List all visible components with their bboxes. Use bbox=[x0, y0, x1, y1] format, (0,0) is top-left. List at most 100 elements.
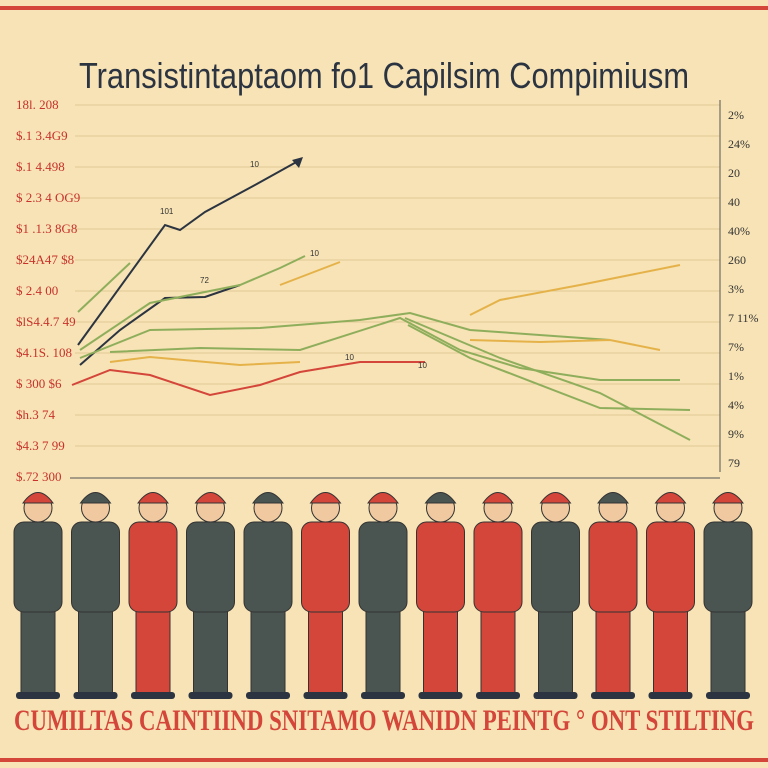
point-label: 101 bbox=[160, 207, 174, 216]
left-label: $4.1S. 108 bbox=[16, 345, 72, 360]
left-label: $h.3 74 bbox=[16, 407, 56, 422]
cap bbox=[654, 492, 687, 504]
left-label: $ 2.3 4 OG9 bbox=[16, 190, 80, 205]
worker bbox=[71, 492, 120, 699]
left-label: $.1 4.498 bbox=[16, 159, 65, 174]
legs bbox=[653, 599, 688, 696]
shoes bbox=[246, 692, 290, 699]
top-rule bbox=[0, 6, 768, 10]
worker bbox=[703, 492, 753, 699]
line bbox=[109, 316, 680, 381]
shoes bbox=[418, 692, 463, 699]
line bbox=[79, 255, 306, 351]
torso bbox=[301, 521, 350, 613]
line bbox=[71, 361, 425, 397]
line bbox=[79, 311, 611, 359]
legs bbox=[20, 599, 56, 696]
right-label: 9% bbox=[728, 427, 744, 441]
torso bbox=[531, 521, 580, 613]
shoes bbox=[648, 692, 693, 699]
worker bbox=[473, 492, 523, 699]
right-label: 40% bbox=[728, 224, 750, 238]
line bbox=[469, 264, 681, 316]
shoes bbox=[706, 692, 750, 699]
right-label: 79 bbox=[728, 456, 740, 470]
torso bbox=[588, 521, 638, 613]
bottom-rule bbox=[0, 758, 768, 762]
legs bbox=[135, 599, 171, 696]
line bbox=[279, 261, 341, 286]
right-label: 1% bbox=[728, 369, 744, 383]
shoes bbox=[131, 692, 175, 699]
legs bbox=[480, 599, 516, 696]
torso bbox=[646, 521, 695, 613]
cap bbox=[252, 492, 284, 504]
left-label: $24A47 $8 bbox=[16, 252, 74, 267]
title: Transistintaptaom fo1 Capilsim Compimius… bbox=[79, 55, 689, 96]
cap bbox=[22, 492, 54, 504]
left-label: 18l. 208 bbox=[16, 97, 59, 112]
left-label: $.72 300 bbox=[16, 469, 62, 484]
cap bbox=[137, 492, 169, 504]
shoes bbox=[303, 692, 348, 699]
torso bbox=[13, 521, 63, 613]
plot-lines bbox=[71, 157, 691, 441]
left-label: $.1 3.4G9 bbox=[16, 128, 68, 143]
left-label: $1 .1.3 8G8 bbox=[16, 221, 77, 236]
cap bbox=[712, 492, 744, 504]
line bbox=[77, 159, 301, 346]
worker bbox=[13, 492, 63, 699]
torso bbox=[243, 521, 293, 613]
torso bbox=[416, 521, 465, 613]
line bbox=[404, 317, 691, 441]
legs bbox=[365, 599, 401, 696]
worker bbox=[301, 492, 350, 699]
line bbox=[77, 262, 131, 313]
worker bbox=[588, 492, 638, 699]
worker bbox=[531, 492, 580, 699]
people bbox=[13, 492, 753, 699]
legs bbox=[423, 599, 458, 696]
worker bbox=[646, 492, 695, 699]
torso bbox=[186, 521, 235, 613]
arrow-head bbox=[292, 157, 303, 168]
cap bbox=[539, 492, 572, 504]
cap bbox=[482, 492, 514, 504]
shoes bbox=[533, 692, 578, 699]
legs bbox=[538, 599, 573, 696]
shoes bbox=[16, 692, 60, 699]
point-label: 72 bbox=[200, 276, 209, 285]
right-label: 7 11% bbox=[728, 311, 759, 325]
legs bbox=[595, 599, 631, 696]
legs bbox=[710, 599, 746, 696]
legs bbox=[250, 599, 286, 696]
right-label: 260 bbox=[728, 253, 746, 267]
line bbox=[407, 324, 691, 411]
line bbox=[109, 355, 301, 367]
right-label: 2% bbox=[728, 108, 744, 122]
shoes bbox=[73, 692, 118, 699]
point-label: 10 bbox=[418, 361, 427, 370]
right-label: 4% bbox=[728, 398, 744, 412]
shoes bbox=[591, 692, 635, 699]
legs bbox=[308, 599, 343, 696]
worker bbox=[128, 492, 178, 699]
shoes bbox=[361, 692, 405, 699]
legs bbox=[78, 599, 113, 696]
point-label: 10 bbox=[250, 160, 259, 169]
labels: 18l. 208 $.1 3.4G9 $.1 4.498 $ 2.3 4 OG9 $1 … bbox=[16, 97, 759, 484]
right-label: 40 bbox=[728, 195, 740, 209]
shoes bbox=[188, 692, 233, 699]
worker bbox=[416, 492, 465, 699]
cap bbox=[309, 492, 342, 504]
torso bbox=[473, 521, 523, 613]
right-label: 20 bbox=[728, 166, 740, 180]
cap bbox=[367, 492, 399, 504]
torso bbox=[703, 521, 753, 613]
legs bbox=[193, 599, 228, 696]
cap bbox=[597, 492, 629, 504]
torso bbox=[128, 521, 178, 613]
caption: CUMILTAS CAINTIIND SNITAMO WANIDN PEINTG… bbox=[14, 704, 754, 737]
left-label: $lS4.4.7 49 bbox=[16, 314, 76, 329]
